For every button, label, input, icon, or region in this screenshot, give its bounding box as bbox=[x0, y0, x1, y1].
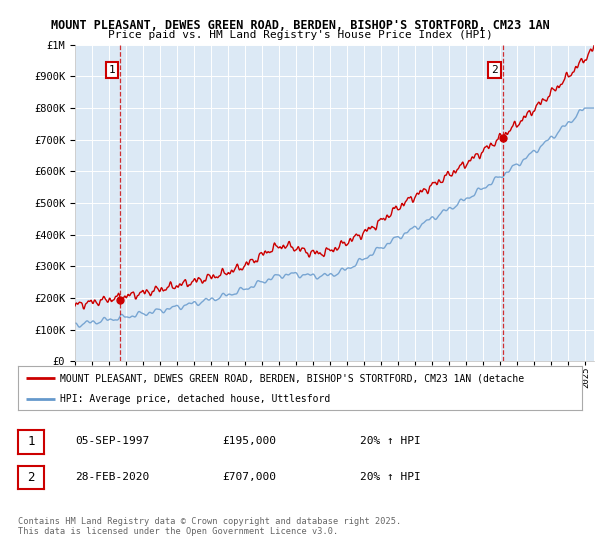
Text: 2: 2 bbox=[491, 65, 498, 75]
Text: £707,000: £707,000 bbox=[222, 472, 276, 482]
Text: Contains HM Land Registry data © Crown copyright and database right 2025.: Contains HM Land Registry data © Crown c… bbox=[18, 517, 401, 526]
Text: 20% ↑ HPI: 20% ↑ HPI bbox=[360, 436, 421, 446]
Text: Price paid vs. HM Land Registry's House Price Index (HPI): Price paid vs. HM Land Registry's House … bbox=[107, 30, 493, 40]
Text: HPI: Average price, detached house, Uttlesford: HPI: Average price, detached house, Uttl… bbox=[60, 394, 331, 404]
Text: MOUNT PLEASANT, DEWES GREEN ROAD, BERDEN, BISHOP'S STORTFORD, CM23 1AN: MOUNT PLEASANT, DEWES GREEN ROAD, BERDEN… bbox=[50, 18, 550, 32]
Text: 28-FEB-2020: 28-FEB-2020 bbox=[75, 472, 149, 482]
Text: 1: 1 bbox=[28, 435, 35, 449]
Text: 05-SEP-1997: 05-SEP-1997 bbox=[75, 436, 149, 446]
Text: MOUNT PLEASANT, DEWES GREEN ROAD, BERDEN, BISHOP'S STORTFORD, CM23 1AN (detache: MOUNT PLEASANT, DEWES GREEN ROAD, BERDEN… bbox=[60, 374, 524, 384]
Text: This data is licensed under the Open Government Licence v3.0.: This data is licensed under the Open Gov… bbox=[18, 528, 338, 536]
Text: 1: 1 bbox=[109, 65, 115, 75]
Text: 2: 2 bbox=[28, 471, 35, 484]
Text: £195,000: £195,000 bbox=[222, 436, 276, 446]
Text: 20% ↑ HPI: 20% ↑ HPI bbox=[360, 472, 421, 482]
